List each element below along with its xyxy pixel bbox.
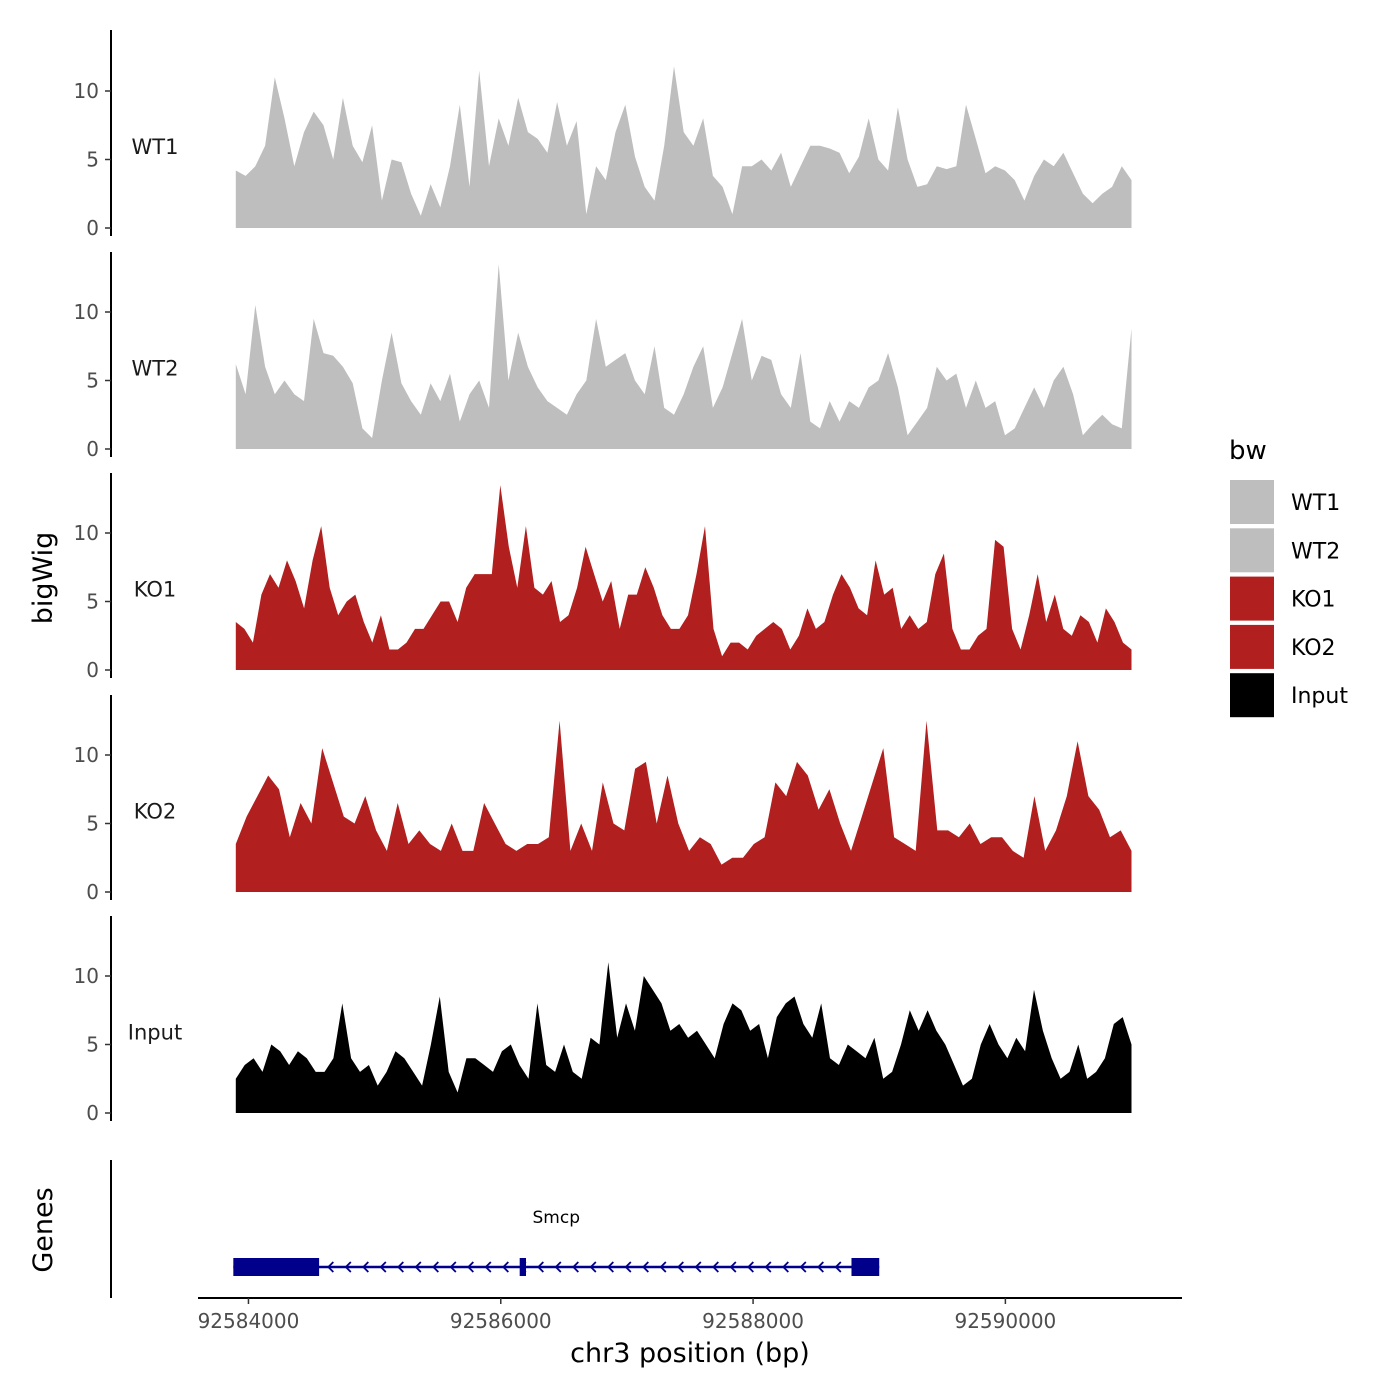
strand-arrow	[397, 1261, 404, 1273]
strand-arrow	[502, 1261, 509, 1273]
track-label-wt2: WT2	[132, 357, 179, 381]
gene-panel: Smcp	[110, 1160, 880, 1298]
y-tick-label: 0	[86, 1101, 99, 1125]
strand-arrow	[589, 1261, 597, 1273]
strand-arrow	[782, 1261, 789, 1273]
strand-arrow	[572, 1261, 579, 1273]
y-tick-label: 10	[74, 79, 99, 103]
legend-swatch-input	[1230, 673, 1274, 718]
strand-arrow	[712, 1261, 719, 1273]
x-tick-label: 92584000	[198, 1309, 300, 1333]
y-tick-label: 5	[86, 1033, 99, 1057]
strand-arrow	[379, 1261, 387, 1273]
legend-swatch-wt2	[1230, 528, 1274, 573]
y-tick-label: 0	[86, 658, 99, 682]
y-axis-title: bigWig	[28, 532, 59, 625]
legend-swatch-ko2	[1230, 624, 1274, 669]
y-tick-label: 0	[86, 880, 99, 904]
strand-arrow	[432, 1261, 439, 1273]
strand-arrow	[677, 1261, 684, 1273]
legend-swatch-ko1	[1230, 576, 1274, 621]
legend-label-input: Input	[1291, 684, 1348, 709]
strand-arrow	[694, 1261, 702, 1273]
gene-name-label: Smcp	[533, 1208, 581, 1228]
y-tick-label: 5	[86, 590, 99, 614]
strand-arrow	[414, 1261, 422, 1273]
strand-arrow	[344, 1261, 352, 1273]
track-label-ko1: KO1	[134, 578, 177, 602]
legend-label-ko2: KO2	[1291, 636, 1336, 661]
area-input	[235, 962, 1132, 1113]
track-input: 0 5 10 Input	[74, 916, 1132, 1125]
legend-label-wt2: WT2	[1291, 539, 1340, 564]
strand-arrow	[834, 1261, 842, 1273]
strand-arrow	[484, 1261, 492, 1273]
strand-arrow	[747, 1261, 754, 1273]
y-tick-label: 0	[86, 216, 99, 240]
legend: bw WT1 WT2 KO1 KO2 Input	[1229, 436, 1348, 718]
legend-label-wt1: WT1	[1291, 491, 1340, 516]
strand-arrow	[362, 1261, 369, 1273]
track-ko2: 0 5 10 KO2	[74, 695, 1132, 904]
genes-axis-title: Genes	[28, 1187, 59, 1272]
strand-arrow	[659, 1261, 667, 1273]
y-tick-label: 5	[86, 369, 99, 393]
y-tick-label: 5	[86, 812, 99, 836]
y-tick-label: 10	[74, 964, 99, 988]
area-wt2	[235, 264, 1132, 449]
strand-arrow	[729, 1261, 737, 1273]
x-tick-label: 92586000	[450, 1309, 552, 1333]
track-label-ko2: KO2	[134, 800, 177, 824]
gene-exon	[851, 1258, 880, 1276]
strand-arrow	[607, 1261, 614, 1273]
x-axis: 92584000 92586000 92588000 92590000	[198, 1297, 1182, 1333]
strand-arrow	[624, 1261, 632, 1273]
strand-arrow	[799, 1261, 807, 1273]
track-label-wt1: WT1	[132, 135, 179, 159]
strand-arrow	[554, 1261, 562, 1273]
x-axis-title: chr3 position (bp)	[570, 1338, 810, 1369]
area-wt1	[235, 66, 1132, 228]
track-wt1: 0 5 10 WT1	[74, 30, 1132, 240]
strand-arrow	[467, 1261, 474, 1273]
track-label-input: Input	[128, 1021, 182, 1045]
track-wt2: 0 5 10 WT2	[74, 252, 1132, 461]
strand-arrow	[449, 1261, 457, 1273]
y-tick-label: 0	[86, 437, 99, 461]
area-ko1	[235, 485, 1132, 670]
gene-exon	[233, 1258, 320, 1276]
legend-title: bw	[1229, 436, 1267, 466]
strand-arrow	[764, 1261, 772, 1273]
legend-label-ko1: KO1	[1291, 588, 1336, 613]
strand-arrow	[327, 1261, 334, 1273]
x-tick-label: 92590000	[954, 1309, 1056, 1333]
bigwig-tracks: 0 5 10 WT1 0 5 10 WT2 0 5 10 KO1 0 5 10 KO2 0 5 10 Input	[74, 30, 1132, 1125]
y-tick-label: 5	[86, 148, 99, 172]
y-tick-label: 10	[74, 300, 99, 324]
area-ko2	[235, 720, 1132, 892]
strand-arrow	[642, 1261, 649, 1273]
gene-exon	[519, 1258, 526, 1276]
legend-swatch-wt1	[1230, 480, 1274, 524]
track-ko1: 0 5 10 KO1	[74, 473, 1132, 682]
y-tick-label: 10	[74, 743, 99, 767]
strand-arrow	[537, 1261, 544, 1273]
strand-arrow	[817, 1261, 824, 1273]
x-tick-label: 92588000	[702, 1309, 804, 1333]
y-tick-label: 10	[74, 521, 99, 545]
